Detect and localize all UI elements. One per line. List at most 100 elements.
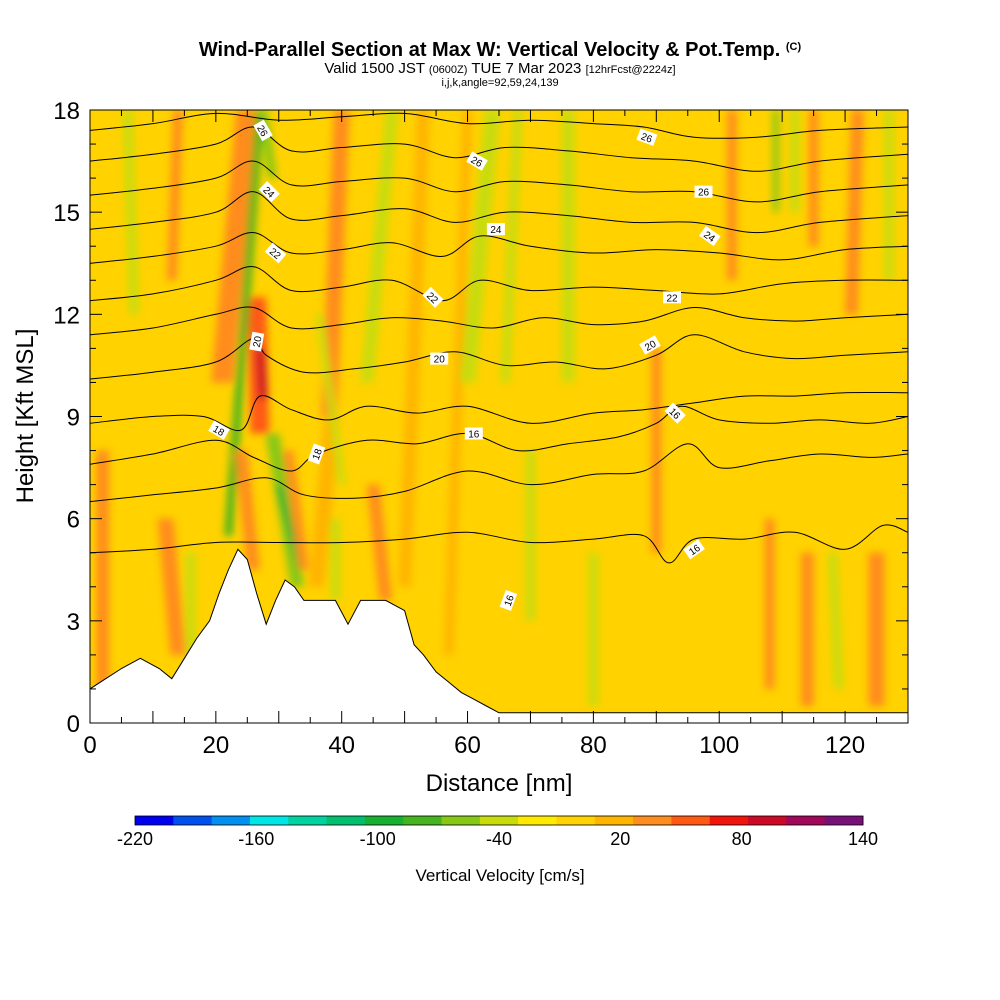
velocity-streak xyxy=(167,110,183,281)
colorbar-tick-label: 20 xyxy=(610,829,630,849)
contour-label: 18 xyxy=(307,443,326,465)
velocity-streak xyxy=(308,416,341,587)
contour-label-text: 22 xyxy=(666,293,678,304)
velocity-streak xyxy=(801,552,814,706)
colorbar-swatch xyxy=(211,816,251,825)
y-tick-label: 0 xyxy=(67,711,80,738)
y-tick-label: 6 xyxy=(67,507,80,534)
contour-label-box xyxy=(486,223,505,236)
colorbar-tick-label: -100 xyxy=(360,829,396,849)
colorbar-swatch xyxy=(135,816,174,825)
theta-contour-line xyxy=(90,306,908,336)
contour-label-text: 16 xyxy=(503,593,517,608)
velocity-streak xyxy=(561,110,575,383)
y-axis: 0 3 6 9 12 15 18 xyxy=(53,98,908,738)
valid-date: TUE 7 Mar 2023 xyxy=(471,60,582,77)
colorbar: -220 -160 -100 -40 20 80 140 xyxy=(117,815,878,849)
y-tick-label: 3 xyxy=(67,609,80,636)
contour-label-text: 26 xyxy=(469,155,485,170)
velocity-streak xyxy=(315,314,346,485)
theta-contour-line xyxy=(90,334,908,380)
contour-label-text: 20 xyxy=(252,335,265,348)
contour-label-box xyxy=(683,539,705,560)
contour-label-text: 20 xyxy=(643,339,659,354)
velocity-streak xyxy=(123,110,139,315)
velocity-streak xyxy=(790,110,800,213)
velocity-streak xyxy=(366,484,393,601)
velocity-streak xyxy=(808,110,819,247)
velocity-streak xyxy=(525,450,536,621)
contour-label: 16 xyxy=(499,589,518,611)
x-tick-label: 60 xyxy=(454,732,481,759)
colorbar-tick-label: -160 xyxy=(238,829,274,849)
valid-prefix: Valid 1500 JST xyxy=(324,60,425,77)
colorbar-swatch xyxy=(786,816,826,825)
terrain xyxy=(90,548,908,723)
contour-label-box xyxy=(430,352,449,365)
contour-label-box xyxy=(636,128,658,146)
y-axis-label: Height [Kft MSL] xyxy=(12,329,39,504)
velocity-streak xyxy=(157,518,186,655)
theta-contour-line xyxy=(90,405,908,472)
valid-time-line: Valid 1500 JST (0600Z) TUE 7 Mar 2023 [1… xyxy=(0,61,1000,78)
velocity-streak xyxy=(330,518,341,601)
contour-label-text: 26 xyxy=(639,132,654,146)
y-tick-label: 9 xyxy=(67,405,80,432)
theta-contour-line xyxy=(90,391,908,432)
theta-contour-line xyxy=(90,443,908,503)
velocity-streak xyxy=(255,348,268,400)
velocity-streak xyxy=(96,450,109,689)
colorbar-swatch xyxy=(364,816,404,825)
velocity-streak xyxy=(845,110,864,315)
colorbar-swatch xyxy=(709,816,749,825)
contour-label-box xyxy=(464,427,483,440)
contour-label-box xyxy=(664,402,686,424)
theta-contour-line xyxy=(90,112,908,139)
velocity-streak xyxy=(827,552,844,689)
contour-label-box xyxy=(249,331,265,352)
contour-label-box xyxy=(639,335,661,355)
contour-label: 18 xyxy=(208,420,230,440)
colorbar-swatch xyxy=(594,816,634,825)
colorbar-tick-label: -40 xyxy=(486,829,512,849)
x-tick-label: 20 xyxy=(202,732,229,759)
valid-utc: (0600Z) xyxy=(428,64,468,76)
grid-info: i,j,k,angle=92,59,24,139 xyxy=(441,77,559,89)
contour-label-box xyxy=(694,185,713,198)
colorbar-swatch xyxy=(633,816,672,825)
contour-label-box xyxy=(264,242,287,264)
velocity-streak xyxy=(224,110,264,536)
colorbar-swatch xyxy=(748,816,787,825)
contour-label-box xyxy=(663,291,681,304)
contour-label-box xyxy=(466,151,488,171)
colorbar-tick-label: -220 xyxy=(117,829,153,849)
contour-label-text: 24 xyxy=(490,225,502,236)
contour-label: 26 xyxy=(253,119,273,142)
colorbar-swatch xyxy=(288,816,327,825)
contour-label: 24 xyxy=(486,223,505,236)
copyright-mark: (C) xyxy=(785,41,802,53)
chart-title-line: Wind-Parallel Section at Max W: Vertical… xyxy=(0,36,1000,61)
contour-label: 22 xyxy=(663,291,681,304)
colorbar-swatch xyxy=(671,816,711,825)
velocity-streak xyxy=(500,110,523,383)
contour-label-text: 16 xyxy=(468,430,480,441)
colorbar-tick-label: 140 xyxy=(848,829,878,849)
contour-label-box xyxy=(307,443,326,465)
y-tick-label: 15 xyxy=(53,200,80,227)
x-axis: 0 20 40 60 80 100 120 xyxy=(83,110,909,759)
contour-label-text: 18 xyxy=(211,424,227,439)
velocity-streak xyxy=(459,110,501,383)
colorbar-swatch xyxy=(403,816,442,825)
velocity-streak xyxy=(398,110,430,587)
velocity-streak xyxy=(727,110,737,281)
colorbar-swatch xyxy=(824,816,864,825)
velocity-streak xyxy=(588,552,599,706)
x-tick-label: 80 xyxy=(580,732,607,759)
theta-contour-line xyxy=(90,160,908,203)
contour-label: 20 xyxy=(430,352,449,366)
x-tick-label: 40 xyxy=(328,732,355,759)
contour-label: 16 xyxy=(464,427,483,441)
contour-label: 26 xyxy=(636,128,658,146)
